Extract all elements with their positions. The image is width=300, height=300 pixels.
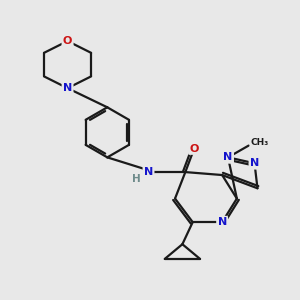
Text: O: O [63, 36, 72, 46]
Text: O: O [190, 143, 199, 154]
Text: N: N [63, 83, 72, 93]
Text: N: N [250, 158, 259, 168]
Text: N: N [224, 152, 233, 162]
Text: H: H [132, 174, 140, 184]
Text: N: N [144, 167, 153, 177]
Text: N: N [218, 217, 227, 227]
Text: CH₃: CH₃ [250, 138, 268, 147]
